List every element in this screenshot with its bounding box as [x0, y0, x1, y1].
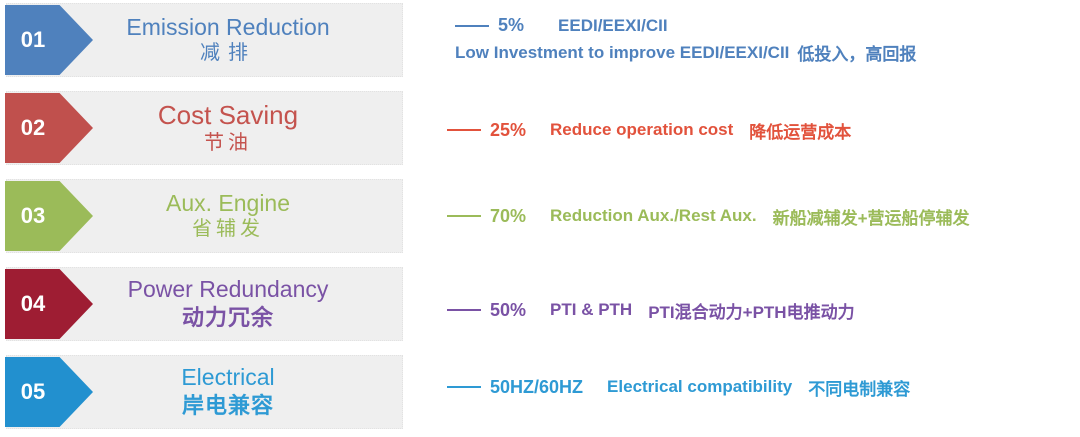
step-number: 04 — [20, 291, 46, 316]
detail-line: 25% Reduce operation cost 降低运营成本 — [447, 118, 1080, 143]
description-zh: PTI混合动力+PTH电推动力 — [648, 302, 855, 322]
feature-title-zh: 岸电兼容 — [181, 393, 274, 419]
step-arrow: 01 — [5, 5, 93, 75]
description-en: Reduction Aux./Rest Aux. — [550, 206, 757, 225]
feature-title-zh: 减排 — [200, 42, 256, 65]
feature-title-en: Emission Reduction — [126, 13, 330, 40]
detail-line-2: Low Investment to improve EEDI/EEXI/CII … — [455, 40, 1080, 65]
feature-title-en: Electrical — [181, 364, 275, 391]
dash-icon — [447, 386, 481, 388]
feature-bar: 05 Electrical 岸电兼容 — [5, 355, 403, 429]
description2-zh: 低投入，高回报 — [797, 45, 917, 64]
detail-line: 50% PTI & PTH PTI混合动力+PTH电推动力 — [447, 298, 1080, 323]
description-en: Reduce operation cost — [550, 120, 734, 139]
description-zh: 不同电制兼容 — [808, 379, 911, 399]
feature-row-emission: 01 Emission Reduction 减排 5% EEDI/EEXI/CI… — [0, 3, 1080, 77]
dash-icon — [447, 215, 481, 217]
feature-detail: 25% Reduce operation cost 降低运营成本 — [403, 93, 1080, 167]
detail-line: 5% EEDI/EEXI/CII — [455, 15, 1080, 36]
feature-detail: 70% Reduction Aux./Rest Aux. 新船减辅发+营运船停辅… — [403, 179, 1080, 253]
feature-row-aux-engine: 03 Aux. Engine 省辅发 70% Reduction Aux./Re… — [0, 179, 1080, 253]
step-number: 05 — [20, 379, 46, 404]
step-arrow: 03 — [5, 181, 93, 251]
dash-icon — [447, 309, 481, 311]
feature-row-electrical: 05 Electrical 岸电兼容 50HZ/60HZ Electrical … — [0, 355, 1080, 429]
feature-row-power-redundancy: 04 Power Redundancy 动力冗余 50% PTI & PTH P… — [0, 267, 1080, 341]
description2-en: Low Investment to improve EEDI/EEXI/CII — [455, 42, 790, 62]
step-arrow: 02 — [5, 93, 93, 163]
feature-detail: 50HZ/60HZ Electrical compatibility 不同电制兼… — [403, 350, 1080, 424]
feature-title-en: Aux. Engine — [165, 189, 291, 216]
percentage-value: 50% — [490, 299, 527, 320]
step-number: 02 — [20, 115, 46, 140]
dash-icon — [455, 24, 489, 27]
feature-bar: 01 Emission Reduction 减排 — [5, 3, 403, 77]
description-en: Electrical compatibility — [607, 377, 793, 396]
percentage-value: 5% — [498, 15, 525, 35]
feature-bar: 04 Power Redundancy 动力冗余 — [5, 267, 403, 341]
step-arrow: 05 — [5, 357, 93, 427]
feature-title-zh: 节油 — [204, 132, 252, 155]
step-number: 01 — [20, 27, 46, 52]
description-zh: 降低运营成本 — [749, 122, 852, 142]
percentage-value: 70% — [490, 205, 527, 226]
dash-icon — [447, 129, 481, 131]
detail-line: 70% Reduction Aux./Rest Aux. 新船减辅发+营运船停辅… — [447, 204, 1080, 229]
description-en: EEDI/EEXI/CII — [558, 15, 668, 35]
description-zh: 新船减辅发+营运船停辅发 — [772, 208, 970, 228]
percentage-value: 25% — [490, 119, 527, 140]
feature-title-en: Power Redundancy — [127, 276, 329, 303]
feature-detail: 5% EEDI/EEXI/CII Low Investment to impro… — [403, 3, 1080, 77]
step-number: 03 — [20, 203, 46, 228]
detail-line: 50HZ/60HZ Electrical compatibility 不同电制兼… — [447, 375, 1080, 400]
percentage-value: 50HZ/60HZ — [490, 376, 584, 397]
feature-row-cost-saving: 02 Cost Saving 节油 25% Reduce operation c… — [0, 91, 1080, 165]
feature-title-zh: 动力冗余 — [181, 305, 274, 331]
feature-title-zh: 省辅发 — [192, 218, 264, 241]
step-arrow: 04 — [5, 269, 93, 339]
feature-title-en: Cost Saving — [157, 99, 299, 130]
feature-detail: 50% PTI & PTH PTI混合动力+PTH电推动力 — [403, 273, 1080, 347]
feature-bar: 03 Aux. Engine 省辅发 — [5, 179, 403, 253]
feature-bar: 02 Cost Saving 节油 — [5, 91, 403, 165]
description-en: PTI & PTH — [550, 300, 633, 319]
